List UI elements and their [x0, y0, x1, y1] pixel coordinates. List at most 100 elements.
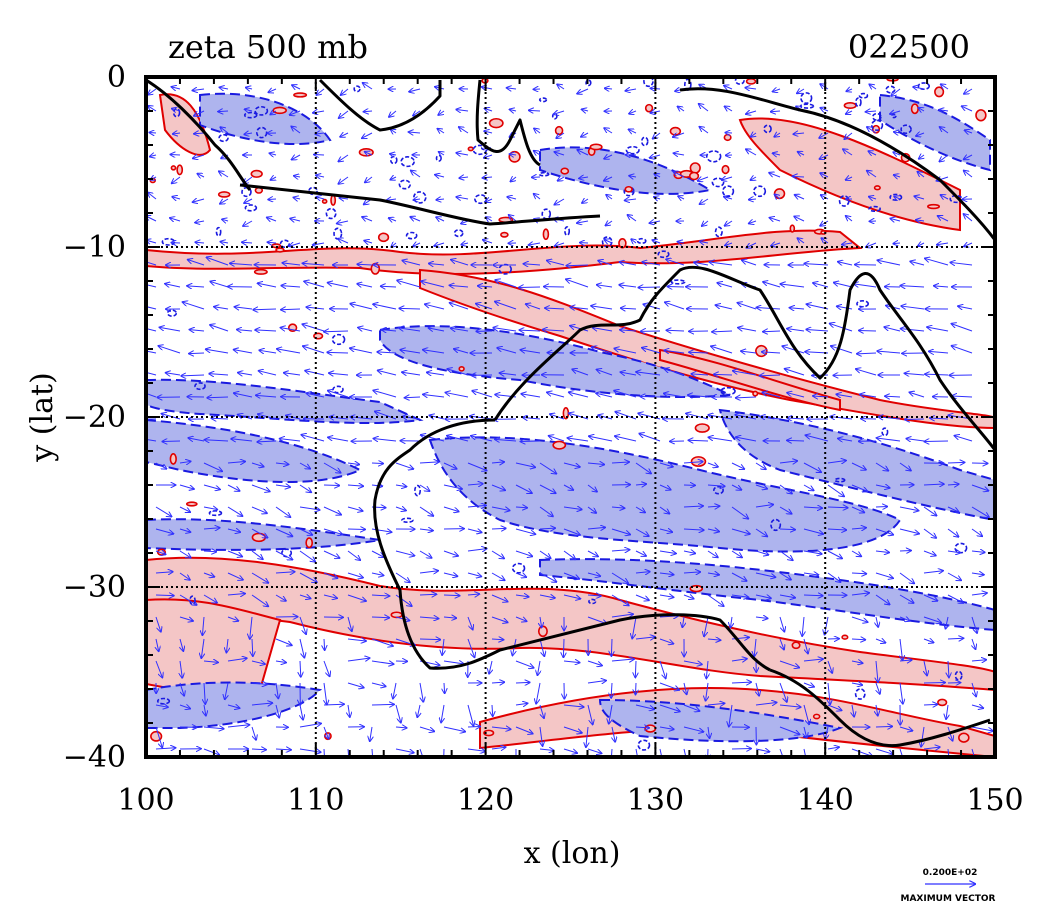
wind-vector [259, 350, 277, 353]
wind-vector [391, 129, 396, 133]
wind-vector [495, 302, 517, 310]
wind-vector [597, 285, 613, 287]
wind-vector [347, 748, 350, 757]
wind-vector [795, 195, 805, 199]
wind-vector [876, 682, 880, 694]
wind-vector [338, 154, 349, 161]
wind-vector [323, 748, 325, 757]
wind-vector [447, 436, 469, 442]
wind-vector [443, 573, 457, 576]
wind-vector [869, 151, 877, 155]
wind-vector [313, 243, 325, 245]
wind-vector [964, 214, 973, 222]
wind-vector [323, 550, 339, 558]
wind-vector [495, 280, 517, 288]
wind-vector [179, 506, 190, 512]
wind-vector [611, 462, 629, 463]
wind-vector [684, 748, 687, 757]
wind-vector [581, 133, 589, 137]
wind-vector [635, 550, 646, 556]
wind-vector [179, 705, 190, 709]
wind-vector [302, 324, 325, 332]
wind-vector [467, 484, 483, 485]
speckle-contour [975, 109, 987, 122]
speckle-contour [843, 102, 857, 110]
wind-vector [507, 88, 517, 89]
wind-vector [642, 348, 661, 354]
wind-vector [665, 302, 685, 310]
wind-vector [910, 392, 925, 398]
wind-vector [683, 462, 703, 463]
wind-vector [851, 661, 862, 663]
y-axis-title: y (lat) [25, 372, 60, 462]
wind-vector [519, 287, 541, 288]
wind-vector [373, 304, 397, 310]
speckle-contour [720, 386, 736, 396]
wind-vector [292, 85, 301, 89]
wind-vector [491, 528, 506, 529]
wind-vector [947, 594, 963, 603]
speckle-contour [834, 477, 846, 483]
wind-vector [635, 528, 649, 536]
wind-vector [180, 660, 182, 678]
wind-vector [155, 726, 162, 747]
wind-vector [193, 155, 205, 158]
wind-vector [540, 616, 542, 627]
wind-vector [735, 415, 757, 420]
speckle-contour [483, 729, 495, 737]
wind-vector [348, 704, 350, 717]
wind-vector [486, 217, 493, 221]
wind-vector [515, 726, 533, 734]
wind-vector [436, 199, 445, 200]
wind-vector [738, 328, 757, 331]
coastline-new-guinea [679, 87, 995, 241]
wind-vector [678, 196, 685, 199]
speckle-contour [194, 382, 206, 391]
wind-vector [751, 133, 756, 137]
wind-vector [181, 375, 205, 376]
speckle-contour [244, 204, 258, 212]
wind-vector [371, 550, 384, 557]
wind-vector [193, 89, 205, 90]
wind-vector [827, 484, 844, 496]
wind-vector [395, 727, 407, 728]
wind-vector [709, 262, 733, 265]
speckle-contour [401, 517, 414, 524]
wind-vector [838, 439, 853, 441]
wind-vector [779, 595, 795, 598]
wind-vector [393, 682, 396, 698]
speckle-contour [589, 143, 603, 151]
wind-vector [397, 280, 421, 288]
wind-vector [203, 661, 218, 662]
wind-vector [707, 703, 724, 705]
wind-vector [443, 550, 458, 556]
speckle-contour [353, 85, 361, 93]
wind-vector [555, 243, 565, 246]
wind-vector [901, 286, 925, 287]
x-tick-label: 140 [797, 783, 854, 818]
wind-vector [549, 436, 565, 442]
wind-vector [934, 286, 949, 287]
coastline-borneo [318, 78, 442, 132]
wind-vector [919, 155, 924, 159]
wind-vector [731, 550, 742, 557]
wind-vector [659, 573, 674, 575]
wind-vector [971, 551, 985, 552]
coastlines [146, 78, 995, 748]
wind-vector [929, 351, 949, 353]
wind-vector [303, 263, 325, 265]
wind-vector [526, 304, 541, 310]
wind-vector [395, 704, 401, 723]
wind-vector [639, 434, 661, 442]
wind-vector [197, 174, 205, 177]
wind-vector [471, 436, 493, 442]
wind-vector [202, 616, 204, 635]
wind-vector [803, 659, 823, 661]
wind-vector [419, 462, 439, 463]
wind-vector [155, 705, 168, 707]
wind-vector [442, 638, 444, 655]
wind-vector [395, 550, 414, 556]
wind-vector [803, 462, 821, 472]
wind-vector [946, 616, 948, 629]
speckle-contour [688, 171, 700, 181]
